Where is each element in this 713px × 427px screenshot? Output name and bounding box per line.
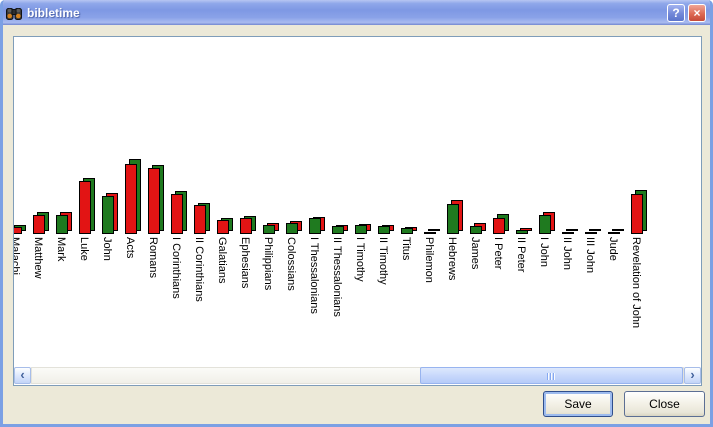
bar-green-front [102, 196, 114, 234]
scroll-right-arrow-icon[interactable]: › [684, 367, 701, 384]
x-axis-label: Hebrews [446, 237, 458, 281]
bar-red-front [631, 194, 643, 234]
titlebar-buttons: ? × [667, 4, 706, 22]
x-axis-label: II John [561, 237, 573, 271]
bar-red-back [566, 229, 578, 231]
x-axis-label: Revelation of John [630, 237, 642, 329]
bar-green-front [562, 232, 574, 234]
x-axis-label: Titus [400, 237, 412, 261]
bar-red-back [589, 229, 601, 231]
bar-red-front [33, 215, 45, 234]
bar-green-front [424, 232, 436, 234]
window-title: bibletime [27, 5, 80, 20]
x-axis-label: John [101, 237, 113, 261]
bar-red-front [194, 205, 206, 234]
x-axis-label: II Thessalonians [331, 237, 343, 317]
x-axis-label: I Peter [492, 237, 504, 270]
horizontal-scrollbar: ‹ › [14, 367, 701, 384]
bar-red-front [14, 227, 22, 234]
bar-green-front [263, 225, 275, 234]
x-axis-label: II Peter [515, 237, 527, 273]
x-axis-label: Luke [78, 237, 90, 261]
x-axis-label: Malachi [13, 237, 21, 275]
bar-green-front [516, 230, 528, 234]
bar-red-back [428, 229, 440, 231]
close-window-button[interactable]: × [688, 4, 706, 22]
x-axis-label: Acts [124, 237, 136, 259]
close-button[interactable]: Close [624, 391, 705, 417]
bar-green-front [608, 232, 620, 234]
app-binoculars-icon [6, 6, 22, 20]
save-button[interactable]: Save [543, 391, 613, 417]
bar-red-front [148, 168, 160, 234]
scrollbar-thumb[interactable] [420, 367, 683, 384]
bar-red-front [240, 218, 252, 234]
chart-plot [14, 37, 701, 234]
help-button[interactable]: ? [667, 4, 685, 22]
bar-red-front [171, 194, 183, 234]
bar-green-front [470, 226, 482, 234]
x-axis-label: II Timothy [377, 237, 389, 285]
x-axis-label: II Corinthians [193, 237, 205, 302]
chart-panel: Malachi Matthew Mark Luke John Acts Romans I Co… [13, 36, 702, 386]
bar-green-front [401, 228, 413, 234]
x-axis-label: Colossians [285, 237, 297, 291]
x-axis-label: Ephesians [239, 237, 251, 289]
bar-red-back [612, 229, 624, 231]
x-axis-label: Galatians [216, 237, 228, 284]
bar-green-front [585, 232, 597, 234]
bar-green-front [286, 223, 298, 234]
x-axis-label: Philippians [262, 237, 274, 291]
bar-green-front [447, 204, 459, 234]
title-bar[interactable]: bibletime ? × [3, 0, 710, 25]
bar-red-front [79, 181, 91, 234]
x-axis-label: Matthew [32, 237, 44, 279]
x-axis-label: Jude [607, 237, 619, 261]
bar-green-front [332, 226, 344, 234]
x-axis-label: I Thessalonians [308, 237, 320, 314]
bar-green-front [355, 225, 367, 234]
x-axis-label: I John [538, 237, 550, 267]
x-axis-label: I Timothy [354, 237, 366, 282]
bar-red-front [217, 220, 229, 234]
x-axis-label: Romans [147, 237, 159, 278]
x-axis-label: III John [584, 237, 596, 274]
x-axis-label: Philemon [423, 237, 435, 283]
x-axis-label: Mark [55, 237, 67, 262]
scroll-left-arrow-icon[interactable]: ‹ [14, 367, 31, 384]
x-axis-label: I Corinthians [170, 237, 182, 299]
bar-red-front [125, 164, 137, 234]
x-axis-label: James [469, 237, 481, 270]
bar-green-front [378, 226, 390, 234]
bar-green-front [309, 218, 321, 234]
bar-green-front [56, 215, 68, 234]
bar-red-front [493, 218, 505, 234]
bar-green-front [539, 215, 551, 234]
dialog-body: Malachi Matthew Mark Luke John Acts Romans I Co… [3, 25, 710, 424]
